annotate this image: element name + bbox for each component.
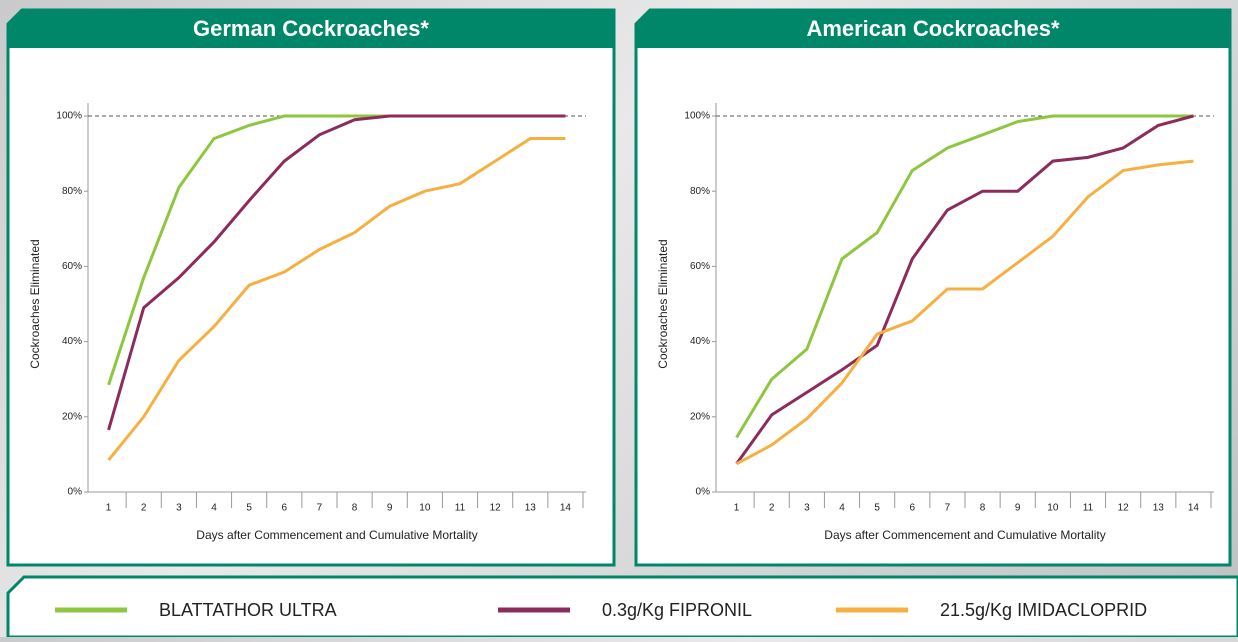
series-line: 21.5g/Kg IMIDACLOPRID: [735, 159, 1194, 466]
x-tick-label: 10: [419, 503, 431, 514]
x-tick-label: 13: [1153, 503, 1165, 514]
panel-header: [8, 10, 614, 48]
x-tick-label: 2: [769, 503, 775, 514]
x-tick-label: 1: [734, 503, 740, 514]
legend-label: 21.5g/Kg IMIDACLOPRID: [940, 600, 1147, 620]
legend-label: 0.3g/Kg FIPRONIL: [602, 600, 752, 620]
x-tick-label: 2: [141, 503, 147, 514]
y-tick-label: 0%: [696, 487, 711, 498]
x-tick-label: 11: [1083, 503, 1094, 514]
x-tick-label: 3: [804, 503, 810, 514]
chart-title: American Cockroaches*: [806, 16, 1060, 41]
x-tick-label: 12: [1118, 503, 1130, 514]
x-tick-label: 7: [945, 503, 951, 514]
series-line: 0.3g/Kg FIPRONIL: [735, 114, 1194, 465]
x-tick-label: 9: [1015, 503, 1021, 514]
panel-header: [636, 10, 1230, 48]
x-tick-label: 7: [317, 503, 323, 514]
panel: [634, 8, 1232, 567]
x-tick-label: 8: [352, 503, 358, 514]
y-tick-label: 20%: [690, 411, 710, 422]
series-line: 0.3g/Kg FIPRONIL: [107, 114, 566, 431]
legend-label: BLATTATHOR ULTRA: [159, 600, 337, 620]
y-tick-label: 60%: [690, 261, 710, 272]
x-tick-label: 6: [910, 503, 916, 514]
x-tick-label: 13: [525, 503, 537, 514]
y-tick-label: 80%: [690, 186, 710, 197]
x-tick-label: 3: [176, 503, 182, 514]
x-tick-label: 14: [560, 503, 572, 514]
y-tick-label: 80%: [62, 186, 82, 197]
x-tick-label: 4: [211, 503, 217, 514]
x-tick-label: 6: [282, 503, 288, 514]
y-tick-label: 40%: [690, 336, 710, 347]
y-axis-label: Cockroaches Eliminated: [656, 239, 670, 368]
x-tick-label: 4: [839, 503, 845, 514]
x-tick-label: 9: [387, 503, 393, 514]
x-tick-label: 5: [246, 503, 252, 514]
y-tick-label: 100%: [56, 111, 82, 122]
x-tick-label: 1: [106, 503, 112, 514]
x-axis-label: Days after Commencement and Cumulative M…: [824, 528, 1105, 542]
y-tick-label: 60%: [62, 261, 82, 272]
x-axis-label: Days after Commencement and Cumulative M…: [196, 528, 477, 542]
x-tick-label: 12: [490, 503, 502, 514]
y-tick-label: 100%: [684, 111, 710, 122]
panel: [6, 8, 616, 567]
x-tick-label: 8: [980, 503, 986, 514]
x-tick-label: 5: [874, 503, 880, 514]
y-tick-label: 40%: [62, 336, 82, 347]
y-axis-label: Cockroaches Eliminated: [28, 239, 42, 368]
y-tick-label: 20%: [62, 411, 82, 422]
x-tick-label: 11: [455, 503, 466, 514]
x-tick-label: 10: [1047, 503, 1059, 514]
x-tick-label: 14: [1188, 503, 1200, 514]
chart-title: German Cockroaches*: [193, 16, 429, 41]
series-line: BLATTATHOR ULTRA: [735, 114, 1194, 439]
y-tick-label: 0%: [68, 487, 83, 498]
series-line: 21.5g/Kg IMIDACLOPRID: [107, 137, 566, 461]
